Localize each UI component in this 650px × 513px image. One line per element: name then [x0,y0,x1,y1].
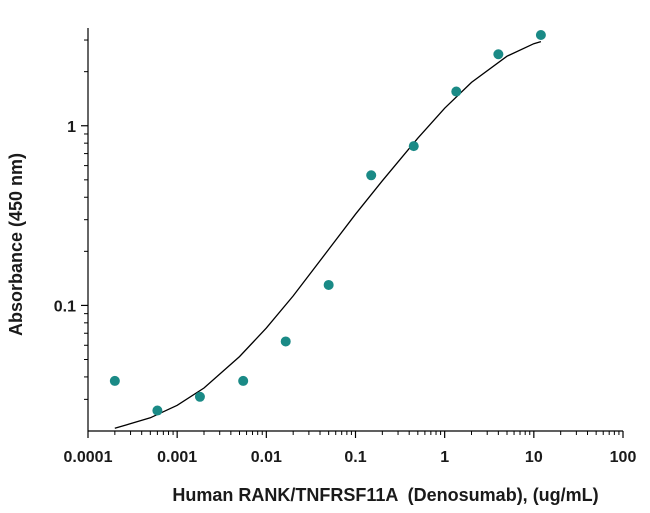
y-tick-label: 1 [67,119,76,136]
fit-curve-layer [114,40,542,429]
x-tick-label: 1 [440,449,449,466]
data-point [194,391,205,402]
axes: 0.0001 0.001 0.01 0.1 1 10 100 0.1 1 [54,28,637,466]
data-point [323,279,334,290]
y-axis-title: Absorbance (450 nm) [6,153,26,336]
x-axis-title: Human RANK/TNFRSF11A (Denosumab), (ug/mL… [172,485,598,505]
data-point [152,405,163,416]
data-point [493,49,504,60]
data-point [280,336,291,347]
y-tick-label: 0.1 [54,298,76,315]
x-tick-label: 0.0001 [64,449,113,466]
x-tick-label: 0.1 [344,449,366,466]
data-point [451,86,462,97]
data-point [535,29,546,40]
data-points-layer [109,29,546,416]
data-point [366,170,377,181]
x-tick-label: 100 [610,449,637,466]
fit-curve [114,40,542,429]
data-point [408,141,419,152]
data-point [109,375,120,386]
labels-layer: Human RANK/TNFRSF11A (Denosumab), (ug/mL… [6,153,599,505]
x-tick-label: 10 [525,449,543,466]
x-tick-label: 0.01 [251,449,282,466]
data-point [238,375,249,386]
x-tick-label: 0.001 [157,449,197,466]
